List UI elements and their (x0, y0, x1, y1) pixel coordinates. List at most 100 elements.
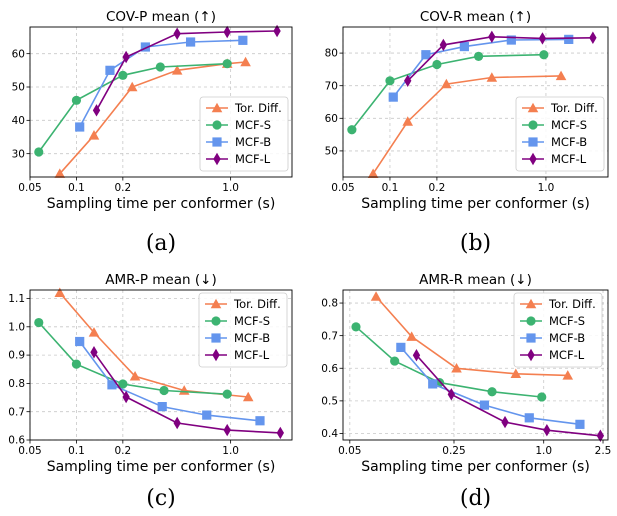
data-point (447, 388, 456, 401)
series-mcf-s (347, 50, 549, 135)
series-line (38, 62, 228, 153)
data-point (555, 70, 567, 81)
legend-item: MCF-B (205, 331, 270, 345)
data-point (524, 413, 534, 423)
plot-frame (29, 26, 293, 178)
x-tick-label: 1.0 (538, 182, 555, 194)
data-point (406, 331, 417, 341)
legend-marker (527, 102, 539, 113)
x-tick-label: 0.05 (338, 445, 361, 457)
data-point (173, 27, 181, 40)
data-point (479, 400, 490, 410)
legend-marker (211, 333, 221, 343)
legend-label: Tor. Diff. (233, 297, 281, 311)
data-point (276, 426, 285, 440)
data-point (473, 51, 484, 61)
legend-label: MCF-B (549, 331, 585, 345)
legend-label: MCF-S (549, 314, 585, 328)
y-tick-label: 0.9 (8, 350, 25, 362)
data-point (105, 65, 115, 75)
legend-item: MCF-L (522, 152, 587, 166)
data-point (171, 65, 183, 75)
legend-marker (526, 316, 536, 326)
legend-marker (528, 120, 538, 130)
plot-frame (342, 289, 609, 441)
legend-label: Tor. Diff. (550, 101, 598, 115)
legend-item: Tor. Diff. (522, 101, 598, 115)
series-mcf-s (34, 317, 232, 399)
y-tick-label: 0.8 (8, 378, 25, 390)
chart-panel-1: 0.05 0.1 0.2 1.0 30 40 50 60 COV-P mean (↑) Sampl… (12, 9, 293, 256)
data-point (157, 402, 167, 412)
legend-label: Tor. Diff. (234, 101, 282, 115)
chart-title: COV-R mean (↑) (420, 9, 531, 25)
legend-label: MCF-B (551, 135, 587, 149)
legend-label: MCF-B (235, 135, 271, 149)
x-tick-label: 0.2 (114, 445, 131, 457)
x-tick-label: 1.0 (222, 182, 239, 194)
data-point (242, 391, 254, 402)
data-point (223, 423, 231, 437)
legend-item: MCF-S (520, 314, 585, 328)
legend-box (513, 292, 603, 368)
legend-marker (211, 316, 221, 326)
data-point (370, 291, 382, 301)
legend-item: MCF-L (206, 152, 271, 166)
chart-title: AMR-R mean (↓) (419, 272, 532, 288)
y-tick-label: 1.1 (8, 293, 25, 305)
data-point (122, 50, 130, 64)
legend-item: Tor. Diff. (520, 297, 596, 311)
data-point (126, 81, 138, 92)
data-point (34, 317, 44, 328)
data-point (222, 59, 232, 69)
legend-label: MCF-L (234, 348, 270, 362)
data-point (159, 385, 169, 396)
data-point (238, 35, 248, 45)
data-point (90, 346, 98, 359)
y-tick-label: 40 (12, 115, 25, 127)
data-point (388, 92, 398, 102)
legend-box (199, 96, 289, 172)
series-mcf-b (75, 35, 248, 132)
legend-label: MCF-S (235, 118, 271, 132)
x-tick-label: 0.25 (442, 445, 465, 457)
series-mcf-b (388, 34, 574, 102)
data-point (240, 56, 251, 67)
legend-marker (213, 152, 221, 166)
legend: Tor. Diff. MCF-S MCF-B MCF-L (515, 96, 605, 172)
series-tor-diff (367, 70, 567, 178)
data-point (539, 50, 549, 60)
data-point (71, 359, 82, 369)
legend-marker (527, 348, 535, 362)
x-axis-label: Sampling time per conformer (s) (47, 196, 276, 212)
data-point (562, 370, 574, 380)
series-mcf-l (92, 24, 281, 117)
x-axis-label: Sampling time per conformer (s) (47, 459, 276, 475)
y-tick-label: 80 (325, 48, 338, 60)
legend-marker (525, 298, 537, 309)
series-mcf-s (34, 59, 232, 157)
y-tick-label: 0.8 (321, 298, 338, 310)
legend-label: MCF-S (234, 314, 270, 328)
legend-marker (526, 333, 536, 343)
data-point (575, 419, 585, 429)
panel-caption: (d) (460, 486, 491, 511)
data-point (385, 76, 395, 86)
data-point (589, 31, 597, 44)
legend-label: MCF-B (234, 331, 270, 345)
legend-item: MCF-S (205, 314, 270, 328)
data-point (390, 356, 400, 366)
legend-item: Tor. Diff. (205, 297, 281, 311)
y-tick-label: 0.7 (321, 330, 338, 342)
data-point (486, 72, 498, 82)
data-point (487, 387, 497, 397)
data-point (223, 25, 231, 39)
y-tick-label: 60 (12, 48, 25, 60)
legend-marker (212, 137, 222, 147)
legend-marker (212, 348, 220, 362)
data-point (564, 34, 574, 44)
data-point (543, 424, 551, 437)
data-point (432, 59, 442, 70)
legend-item: MCF-S (522, 118, 587, 132)
data-point (439, 38, 448, 52)
